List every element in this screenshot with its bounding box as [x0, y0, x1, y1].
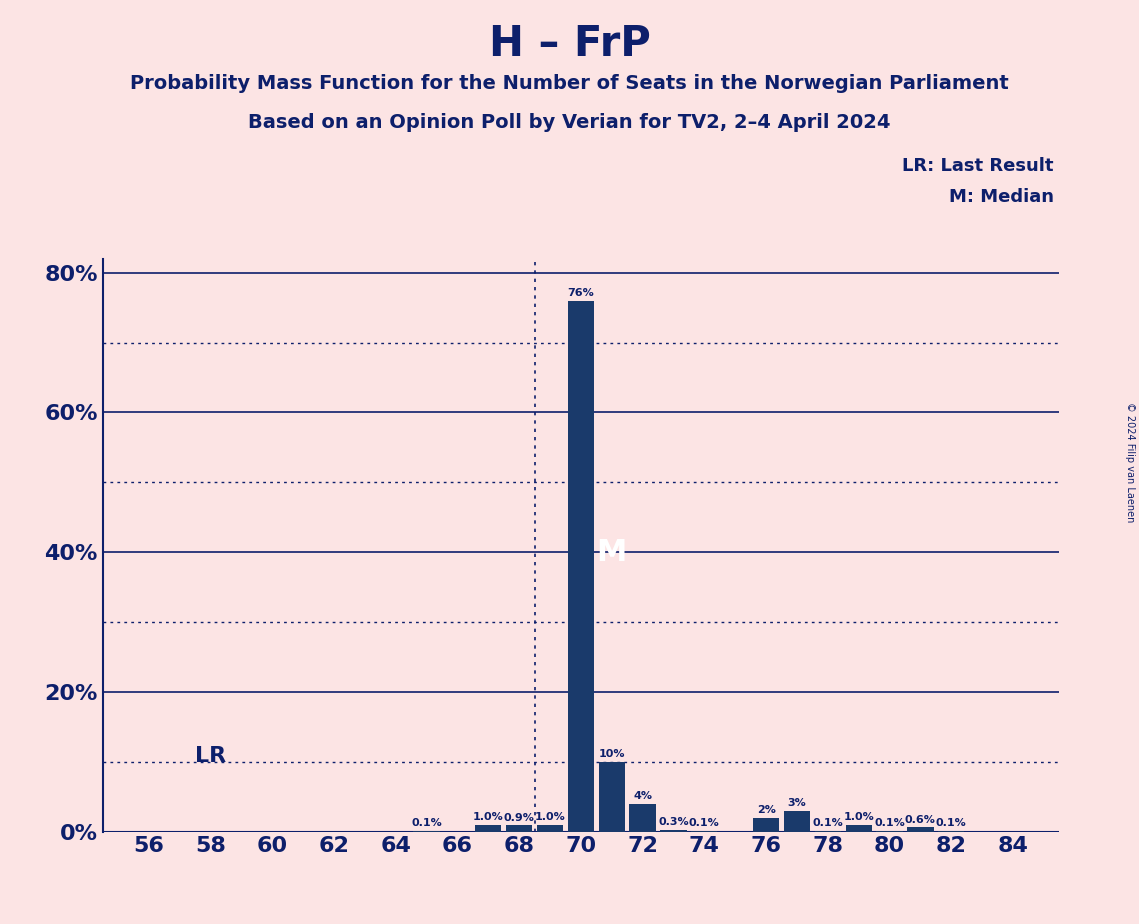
- Bar: [753, 818, 779, 832]
- Bar: [536, 824, 563, 832]
- Text: 2%: 2%: [756, 805, 776, 815]
- Bar: [908, 827, 934, 832]
- Bar: [599, 761, 625, 832]
- Text: 0.3%: 0.3%: [658, 817, 689, 827]
- Text: 0.1%: 0.1%: [689, 818, 720, 828]
- Text: 1.0%: 1.0%: [534, 812, 565, 821]
- Text: 0.6%: 0.6%: [906, 815, 936, 824]
- Bar: [630, 804, 656, 832]
- Text: M: Median: M: Median: [949, 188, 1054, 206]
- Bar: [845, 824, 871, 832]
- Text: 1.0%: 1.0%: [843, 812, 874, 821]
- Bar: [506, 825, 532, 832]
- Text: LR: Last Result: LR: Last Result: [902, 157, 1054, 175]
- Text: 10%: 10%: [598, 749, 625, 759]
- Text: 4%: 4%: [633, 791, 653, 801]
- Text: 1.0%: 1.0%: [473, 812, 503, 821]
- Text: © 2024 Filip van Laenen: © 2024 Filip van Laenen: [1125, 402, 1134, 522]
- Text: 0.1%: 0.1%: [812, 818, 843, 828]
- Text: Based on an Opinion Poll by Verian for TV2, 2–4 April 2024: Based on an Opinion Poll by Verian for T…: [248, 113, 891, 132]
- Bar: [784, 810, 810, 832]
- Text: H – FrP: H – FrP: [489, 23, 650, 65]
- Text: Probability Mass Function for the Number of Seats in the Norwegian Parliament: Probability Mass Function for the Number…: [130, 74, 1009, 93]
- Text: LR: LR: [195, 747, 227, 766]
- Bar: [567, 300, 595, 832]
- Text: 76%: 76%: [567, 288, 595, 298]
- Bar: [661, 830, 687, 832]
- Text: 0.1%: 0.1%: [874, 818, 904, 828]
- Text: M: M: [597, 538, 626, 566]
- Text: 0.1%: 0.1%: [936, 818, 967, 828]
- Text: 0.1%: 0.1%: [411, 818, 442, 828]
- Text: 3%: 3%: [787, 797, 806, 808]
- Text: 0.9%: 0.9%: [503, 812, 534, 822]
- Bar: [475, 824, 501, 832]
